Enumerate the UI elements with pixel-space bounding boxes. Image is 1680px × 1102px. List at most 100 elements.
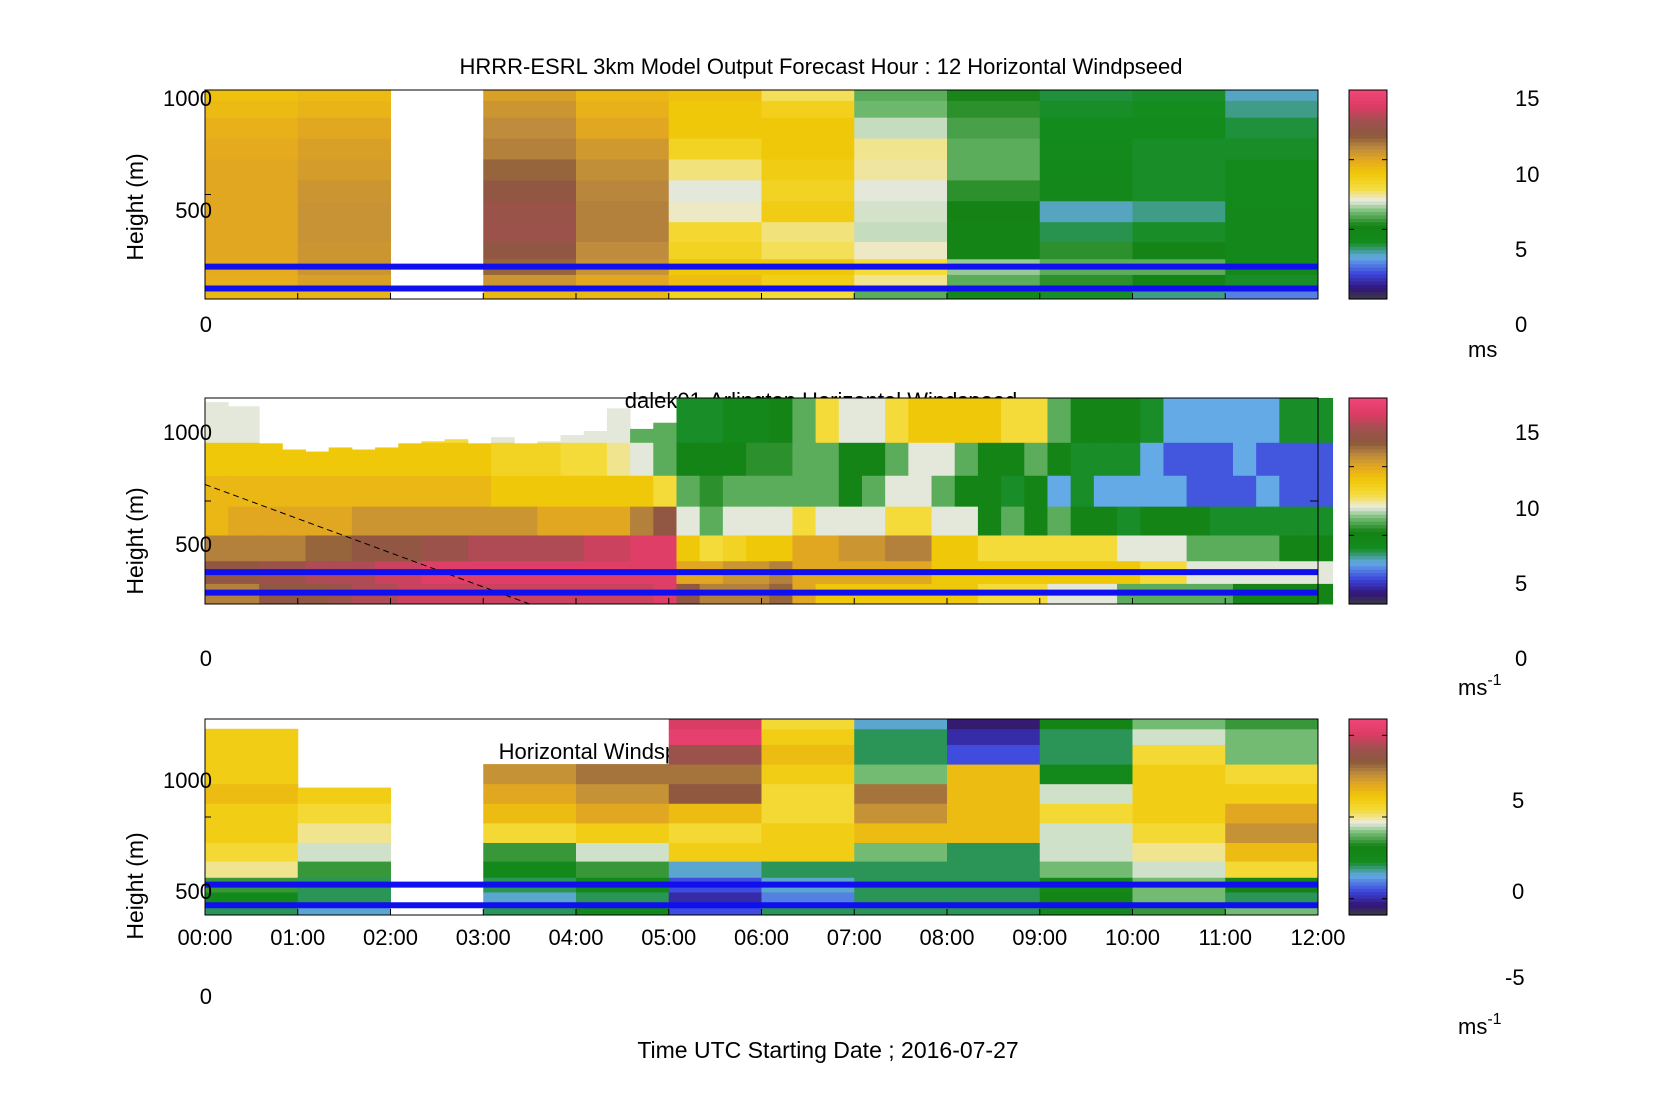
colorbar-swatch <box>1349 774 1387 779</box>
colorbar: 15 10 5 0 ms-1 <box>1348 397 1539 700</box>
heatmap-cell <box>699 398 724 443</box>
colorbar-swatch <box>1349 905 1387 910</box>
heatmap-cell <box>305 451 330 476</box>
colorbar-swatch <box>1349 725 1387 730</box>
heatmap-cell <box>854 728 948 745</box>
colorbar-swatch <box>1349 131 1387 136</box>
heatmap-cell <box>885 442 909 476</box>
heatmap-cell <box>282 534 306 562</box>
heatmap-cell <box>259 506 283 536</box>
heatmap-cell <box>444 475 469 507</box>
heatmap-cell <box>854 179 948 202</box>
colorbar-swatch <box>1349 583 1387 588</box>
heatmap-cell <box>1093 442 1118 476</box>
heatmap-cell <box>205 274 299 290</box>
heatmap-cell <box>854 744 948 765</box>
heatmap-cell <box>1093 534 1118 562</box>
heatmap-cell <box>297 179 391 202</box>
heatmap-cell <box>1256 475 1280 507</box>
heatmap-cell <box>1024 475 1048 507</box>
x-axis: 00:00 01:00 02:00 03:00 04:00 05:00 06:00 07:00… <box>177 925 1345 950</box>
colorbar-swatch <box>1349 761 1387 766</box>
colorbar-tick-label: 10 <box>1515 162 1539 187</box>
heatmap-cell <box>297 822 391 843</box>
colorbar-swatch <box>1349 908 1387 913</box>
colorbar-swatch <box>1349 103 1387 109</box>
heatmap-cell <box>977 534 1002 562</box>
heatmap-cell <box>854 842 948 862</box>
heatmap-cell <box>1232 506 1257 536</box>
heatmap-cell <box>228 406 260 443</box>
heatmap-cell <box>1039 905 1133 916</box>
heatmap-cell <box>676 398 701 443</box>
heatmap-cell <box>1232 534 1257 562</box>
heatmap-cell <box>931 506 956 536</box>
heatmap-cell <box>560 475 585 507</box>
heatmap-cell <box>761 241 855 260</box>
heatmap-cell <box>351 506 376 536</box>
heatmap-cell <box>305 475 330 507</box>
heatmap-cell <box>205 764 299 785</box>
heatmap-cell <box>483 274 577 290</box>
heatmap-cell <box>668 179 762 202</box>
heatmap-cell <box>947 200 1041 223</box>
heatmap-cell <box>1047 475 1072 507</box>
colorbar-swatch <box>1349 449 1387 454</box>
heatmap-cell <box>1039 117 1133 139</box>
colorbar-swatch <box>1349 110 1387 115</box>
heatmap-cell <box>861 475 886 507</box>
colorbar-swatch <box>1349 480 1387 485</box>
heatmap-cell <box>205 90 299 101</box>
colorbar-swatch <box>1349 869 1387 874</box>
colorbar-swatch <box>1349 859 1387 864</box>
heatmap-cell <box>537 475 562 507</box>
heatmap-cell <box>854 783 948 804</box>
heatmap-cell <box>676 442 701 476</box>
heatmap-cell <box>947 803 1041 824</box>
colorbar-swatch <box>1349 456 1387 461</box>
heatmap-cell <box>1256 506 1280 536</box>
heatmap-cell <box>328 534 353 562</box>
heatmap-cell <box>576 117 670 139</box>
colorbar-swatch <box>1349 875 1387 880</box>
heatmap-cell <box>668 100 762 118</box>
heatmap-cell <box>205 822 299 843</box>
heatmap-cell <box>854 200 948 223</box>
heatmap-cell <box>205 221 299 243</box>
heatmap-cell <box>761 221 855 243</box>
colorbar-swatch <box>1349 177 1387 182</box>
heatmap-cell <box>576 200 670 223</box>
heatmap-cell <box>583 534 608 562</box>
colorbar-swatch <box>1349 576 1387 581</box>
heatmap-cell <box>483 905 577 916</box>
heatmap-cell <box>1279 475 1304 507</box>
x-tick-label: 05:00 <box>641 925 696 950</box>
heatmap-cell <box>954 442 979 476</box>
heatmap-cell <box>375 534 399 562</box>
heatmap-cell <box>490 534 515 562</box>
heatmap-cell <box>351 534 376 562</box>
panel-title: HRRR-ESRL 3km Model Output Forecast Hour… <box>459 54 1182 79</box>
heatmap-cell <box>1163 475 1188 507</box>
heatmap-cell <box>1039 728 1133 745</box>
colorbar-swatch <box>1349 398 1387 403</box>
colorbar-swatch <box>1349 93 1387 98</box>
colorbar-swatch <box>1349 833 1387 838</box>
heatmap-cell <box>792 475 817 507</box>
heatmap-cell <box>1039 221 1133 243</box>
colorbar-swatch <box>1349 895 1387 900</box>
colorbar-swatch <box>1349 751 1387 756</box>
heatmap-cell <box>1070 506 1095 536</box>
heatmap-cell <box>1070 442 1095 476</box>
colorbar-swatch <box>1349 735 1387 740</box>
heatmap-cell <box>668 861 762 878</box>
heatmap-cell <box>815 534 840 562</box>
heatmap-cell <box>1225 90 1319 101</box>
colorbar-swatch <box>1349 597 1387 602</box>
heatmap-cell <box>375 506 399 536</box>
heatmap-cell <box>761 179 855 202</box>
colorbar-swatch <box>1349 839 1387 844</box>
heatmap-cell <box>1163 506 1188 536</box>
heatmap-cell <box>854 138 948 160</box>
heatmap-cell <box>885 398 909 443</box>
